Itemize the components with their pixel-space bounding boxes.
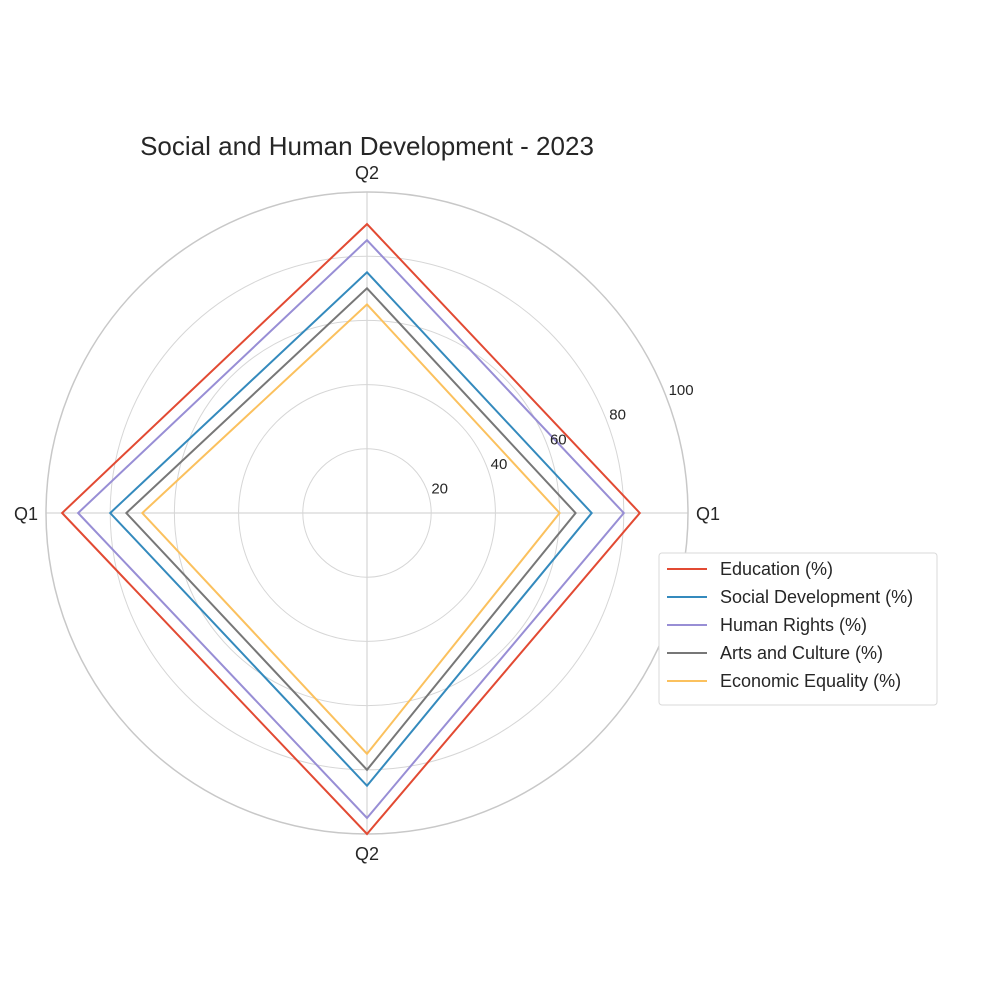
series-line-economic-equality: [140, 302, 561, 756]
radial-tick-label: 60: [550, 431, 567, 448]
radial-tick-label: 40: [491, 456, 508, 473]
series-group: [60, 222, 642, 836]
legend-label: Human Rights (%): [720, 615, 867, 635]
chart-title: Social and Human Development - 2023: [140, 131, 594, 161]
category-label: Q1: [14, 504, 38, 524]
legend: Education (%) Social Development (%) Human…: [658, 552, 938, 706]
series-line-education: [60, 222, 642, 836]
category-label: Q2: [355, 163, 379, 183]
category-label: Q1: [696, 504, 720, 524]
radial-tick-label: 100: [669, 382, 694, 399]
category-label: Q2: [355, 844, 379, 864]
axis-labels: 20 40 60 80 100 Q1 Q2 Q1 Q2: [14, 163, 720, 864]
series-line-human-rights: [76, 238, 626, 820]
grid-ring: [302, 448, 432, 578]
legend-label: Social Development (%): [720, 587, 913, 607]
radial-tick-label: 20: [431, 480, 448, 497]
legend-box: [658, 552, 938, 706]
series-line-arts-and-culture: [124, 286, 577, 772]
radial-tick-label: 80: [609, 407, 626, 424]
grid-ring: [238, 384, 496, 642]
legend-label: Education (%): [720, 559, 833, 579]
series-line-social-development: [108, 270, 594, 788]
legend-label: Arts and Culture (%): [720, 643, 883, 663]
legend-label: Economic Equality (%): [720, 671, 901, 691]
